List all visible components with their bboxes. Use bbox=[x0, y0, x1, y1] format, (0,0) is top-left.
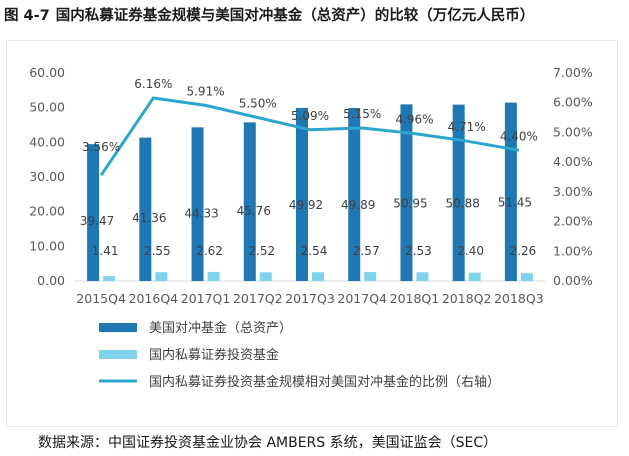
x-tick-label: 2017Q3 bbox=[285, 291, 335, 306]
cn-private-fund-bar bbox=[312, 272, 324, 281]
cn-private-fund-bar bbox=[468, 272, 481, 281]
y-left-tick-label: 30.00 bbox=[29, 169, 65, 184]
us-hedge-fund-bar bbox=[191, 127, 204, 282]
cn-bar-data-label: 2.55 bbox=[144, 244, 171, 258]
cn-bar-data-label: 2.57 bbox=[353, 244, 380, 258]
us-hedge-fund-bar bbox=[296, 107, 308, 281]
ratio-data-label: 5.15% bbox=[343, 107, 381, 121]
y-right-tick-label: 2.00% bbox=[553, 214, 593, 229]
us-bar-data-label: 51.45 bbox=[498, 196, 532, 210]
ratio-data-label: 5.91% bbox=[186, 84, 224, 98]
combo-chart: 0.00 10.00 20.00 30.00 40.00 50.00 60.00 0.00% 1… bbox=[29, 65, 593, 390]
x-tick-label: 2018Q1 bbox=[390, 291, 440, 306]
us-hedge-fund-bar bbox=[87, 144, 100, 281]
x-tick-label: 2017Q4 bbox=[337, 291, 387, 306]
y-left-tick-label: 10.00 bbox=[29, 238, 65, 253]
data-source-note: 数据来源：中国证券投资基金业协会 AMBERS 系统，美国证监会（SEC） bbox=[38, 435, 498, 451]
legend-label-us: 美国对冲基金（总资产） bbox=[149, 320, 292, 336]
y-right-tick-label: 3.00% bbox=[553, 184, 593, 199]
ratio-line bbox=[99, 96, 520, 177]
ratio-data-label: 3.56% bbox=[82, 140, 120, 154]
cn-private-fund-bar bbox=[259, 272, 272, 281]
us-bar-data-label: 50.95 bbox=[393, 196, 427, 210]
y-right-tick-label: 0.00% bbox=[553, 273, 593, 288]
y-right-tick-label: 5.00% bbox=[553, 124, 593, 139]
cn-private-fund-bar bbox=[103, 276, 116, 281]
y-left-tick-label: 20.00 bbox=[29, 204, 65, 219]
figure-title: 图 4-7 国内私募证券基金规模与美国对冲基金（总资产）的比较（万亿元人民币） bbox=[4, 4, 624, 25]
cn-bar-data-label: 2.62 bbox=[196, 244, 223, 258]
y-right-tick-label: 1.00% bbox=[553, 243, 593, 258]
y-left-tick-label: 40.00 bbox=[29, 134, 65, 149]
y-right-tick-label: 6.00% bbox=[553, 95, 593, 110]
us-hedge-fund-bar bbox=[348, 108, 361, 281]
us-bar-data-label: 49.89 bbox=[341, 198, 375, 212]
y-left-tick-label: 0.00 bbox=[37, 273, 65, 288]
cn-bar-data-label: 2.53 bbox=[405, 244, 432, 258]
us-hedge-fund-bar bbox=[139, 137, 152, 281]
cn-bar-data-label: 2.26 bbox=[510, 244, 537, 258]
cn-private-fund-bar bbox=[207, 271, 220, 281]
legend-label-ratio: 国内私募证券投资基金规模相对美国对冲基金的比例（右轴） bbox=[149, 374, 500, 390]
figure-number: 图 4-7 bbox=[4, 8, 50, 24]
ratio-data-label: 4.40% bbox=[500, 129, 538, 143]
us-hedge-fund-bar bbox=[400, 104, 413, 281]
ratio-data-label: 6.16% bbox=[134, 77, 172, 91]
us-bar-data-label: 49.92 bbox=[289, 198, 323, 212]
x-tick-label: 2018Q2 bbox=[442, 291, 492, 306]
cn-bar-data-label: 2.40 bbox=[457, 244, 484, 258]
legend-swatch-cn bbox=[99, 350, 137, 359]
cn-bar-data-label: 2.52 bbox=[248, 244, 275, 258]
chart-container: 0.00 10.00 20.00 30.00 40.00 50.00 60.00 0.00% 1… bbox=[6, 40, 618, 427]
legend-swatch-us bbox=[99, 323, 137, 332]
cn-private-fund-bar bbox=[364, 272, 377, 281]
x-tick-label: 2016Q4 bbox=[129, 291, 179, 306]
ratio-data-label: 5.09% bbox=[291, 109, 329, 123]
us-hedge-fund-bar bbox=[243, 122, 256, 282]
us-bar-data-label: 39.47 bbox=[80, 214, 114, 228]
cn-private-fund-bar bbox=[155, 272, 168, 281]
ratio-data-label: 4.96% bbox=[395, 113, 433, 127]
x-tick-label: 2015Q4 bbox=[76, 291, 126, 306]
cn-bar-data-label: 1.41 bbox=[92, 244, 119, 258]
x-tick-label: 2018Q3 bbox=[494, 291, 544, 306]
us-bar-data-label: 50.88 bbox=[445, 196, 479, 210]
us-bar-data-label: 41.36 bbox=[132, 211, 166, 225]
y-left-tick-label: 50.00 bbox=[29, 100, 65, 115]
ratio-data-label: 5.50% bbox=[239, 97, 277, 111]
us-bar-data-label: 45.76 bbox=[237, 204, 271, 218]
y-right-tick-label: 7.00% bbox=[553, 65, 593, 80]
us-hedge-fund-bar bbox=[452, 104, 465, 281]
legend-label-cn: 国内私募证券投资基金 bbox=[149, 347, 279, 363]
y-right-tick-label: 4.00% bbox=[553, 154, 593, 169]
x-tick-label: 2017Q1 bbox=[181, 291, 231, 306]
us-bar-data-label: 44.33 bbox=[184, 206, 218, 220]
cn-private-fund-bar bbox=[520, 273, 533, 281]
y-left-tick-label: 60.00 bbox=[29, 65, 65, 80]
x-tick-label: 2017Q2 bbox=[233, 291, 283, 306]
figure-title-text: 国内私募证券基金规模与美国对冲基金（总资产）的比较（万亿元人民币） bbox=[55, 8, 535, 24]
cn-private-fund-bar bbox=[416, 272, 429, 281]
ratio-data-label: 4.71% bbox=[448, 120, 486, 134]
cn-bar-data-label: 2.54 bbox=[301, 244, 328, 258]
